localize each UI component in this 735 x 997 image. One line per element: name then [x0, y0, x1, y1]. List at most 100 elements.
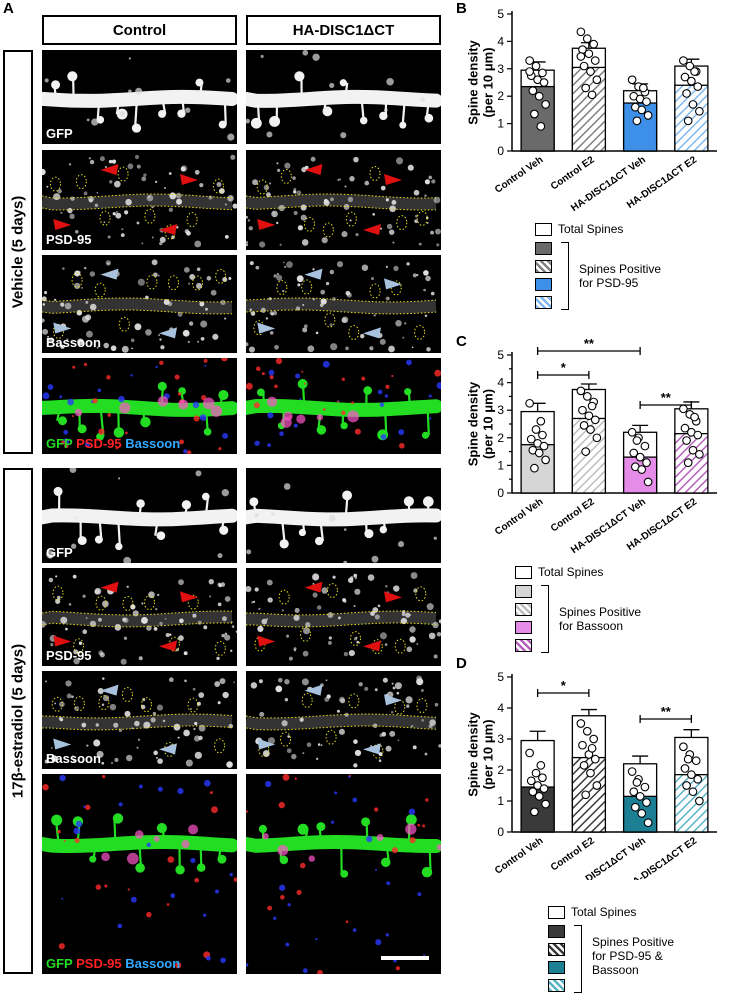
legend-label-total: Total Spines: [558, 222, 624, 236]
data-point: [627, 75, 637, 85]
micrograph-psd-control-vehicle: PSD-95: [42, 150, 237, 250]
data-point: [679, 404, 688, 414]
data-point: [695, 450, 704, 459]
data-point: [528, 86, 538, 96]
y-tick-label: 3: [497, 403, 504, 417]
data-point: [590, 754, 600, 764]
data-point: [590, 415, 600, 425]
y-tick-label: 2: [497, 431, 504, 445]
data-point: [538, 430, 547, 440]
micrograph-psd-disc1-estradiol: [246, 568, 441, 666]
y-tick-label: 1: [497, 794, 504, 808]
data-point: [587, 401, 597, 411]
data-point: [637, 105, 647, 115]
legend-swatch: [548, 961, 565, 974]
legend-swatch: [535, 296, 552, 309]
chart-c-spine-density-bassoon: Spine density(per 10 μm) 0 1 2 3 4 5 Control Ve…: [465, 336, 717, 556]
x-tick-label: Control Veh: [493, 154, 545, 195]
data-point: [679, 56, 688, 65]
legend-label-total: Total Spines: [571, 905, 637, 919]
data-point: [581, 447, 591, 456]
data-point: [525, 748, 534, 758]
panel-label-d: D: [456, 655, 467, 672]
micrograph-gfp-disc1-vehicle: [246, 50, 441, 144]
data-point: [539, 784, 549, 793]
data-point: [578, 740, 587, 750]
merge-label-bassoon: Bassoon: [125, 956, 181, 971]
data-point: [531, 768, 541, 778]
legend-bracket: [541, 585, 549, 653]
data-point: [530, 807, 539, 817]
merge-label-gfp: GFP: [46, 436, 73, 451]
data-point: [637, 465, 647, 474]
micrograph-gfp-disc1-estradiol: [246, 468, 441, 563]
data-point: [590, 56, 600, 65]
data-point: [643, 111, 653, 120]
micrograph-bassoon-disc1-vehicle: [246, 255, 441, 353]
data-point: [539, 78, 549, 87]
bar-positive: [674, 433, 709, 494]
data-point: [534, 792, 544, 801]
micrograph-bassoon-control-vehicle: Bassoon: [42, 255, 237, 353]
y-tick-label: 1: [497, 117, 504, 131]
significance-label: *: [561, 360, 567, 375]
legend-swatch: [535, 242, 552, 255]
data-point: [581, 790, 591, 800]
data-point: [576, 719, 586, 728]
merge-label-bassoon: Bassoon: [125, 436, 181, 451]
data-point: [541, 799, 550, 809]
data-point: [589, 39, 599, 49]
data-point: [640, 441, 650, 451]
x-tick-label: Control E2: [549, 496, 597, 534]
significance-label: **: [661, 390, 672, 405]
data-point: [683, 116, 693, 126]
y-tick-label: 4: [497, 701, 504, 715]
data-point: [643, 477, 653, 487]
data-point: [530, 109, 539, 119]
y-tick-label: 5: [497, 670, 504, 684]
y-tick-label: 0: [497, 825, 504, 839]
data-point: [693, 430, 703, 440]
data-point: [680, 423, 690, 433]
micrograph-merge-control-vehicle: GFP PSD-95 Bassoon: [42, 358, 237, 454]
data-point: [582, 34, 592, 44]
data-point: [632, 116, 642, 126]
y-tick-label: 2: [497, 763, 504, 777]
data-point: [632, 778, 642, 787]
data-point: [587, 90, 597, 100]
data-point: [642, 97, 651, 107]
data-point: [688, 787, 698, 797]
y-tick-label: 0: [497, 144, 504, 158]
data-point: [695, 106, 704, 116]
y-tick-label: 3: [497, 732, 504, 746]
micrograph-psd-disc1-vehicle: [246, 150, 441, 250]
data-point: [579, 61, 589, 71]
data-point: [579, 760, 589, 770]
data-point: [635, 452, 645, 462]
micro-label-gfp: GFP: [46, 545, 73, 560]
data-point: [688, 445, 698, 455]
y-axis-label: Spine density(per 10 μm): [465, 381, 495, 466]
column-header-control: Control: [42, 15, 237, 45]
data-point: [691, 756, 701, 766]
data-point: [586, 768, 595, 778]
legend-swatch: [548, 925, 565, 938]
data-point: [627, 427, 637, 437]
data-point: [687, 76, 696, 86]
data-point: [683, 458, 693, 467]
data-point: [632, 436, 642, 445]
chart-d-spine-density-psd95-bassoon: Spine density(per 10 μm) 0 1 2 3 4 5 Control Ve…: [465, 670, 717, 880]
significance-label: **: [584, 336, 595, 351]
micrograph-gfp-control-vehicle: GFP: [42, 50, 237, 144]
legend-swatch: [515, 585, 532, 598]
data-point: [578, 405, 587, 415]
legend-c: Total Spines Spines Positive for Bassoon: [515, 565, 735, 655]
data-point: [579, 421, 589, 430]
data-point: [584, 49, 594, 59]
micrograph-psd-control-estradiol: PSD-95: [42, 568, 237, 666]
legend-d: Total Spines Spines Positive for PSD-95 & B…: [548, 905, 735, 995]
legend-swatch: [515, 621, 532, 634]
micrograph-bassoon-control-estradiol: Bassoon: [42, 671, 237, 769]
data-point: [693, 82, 703, 91]
bar-positive: [622, 456, 658, 494]
